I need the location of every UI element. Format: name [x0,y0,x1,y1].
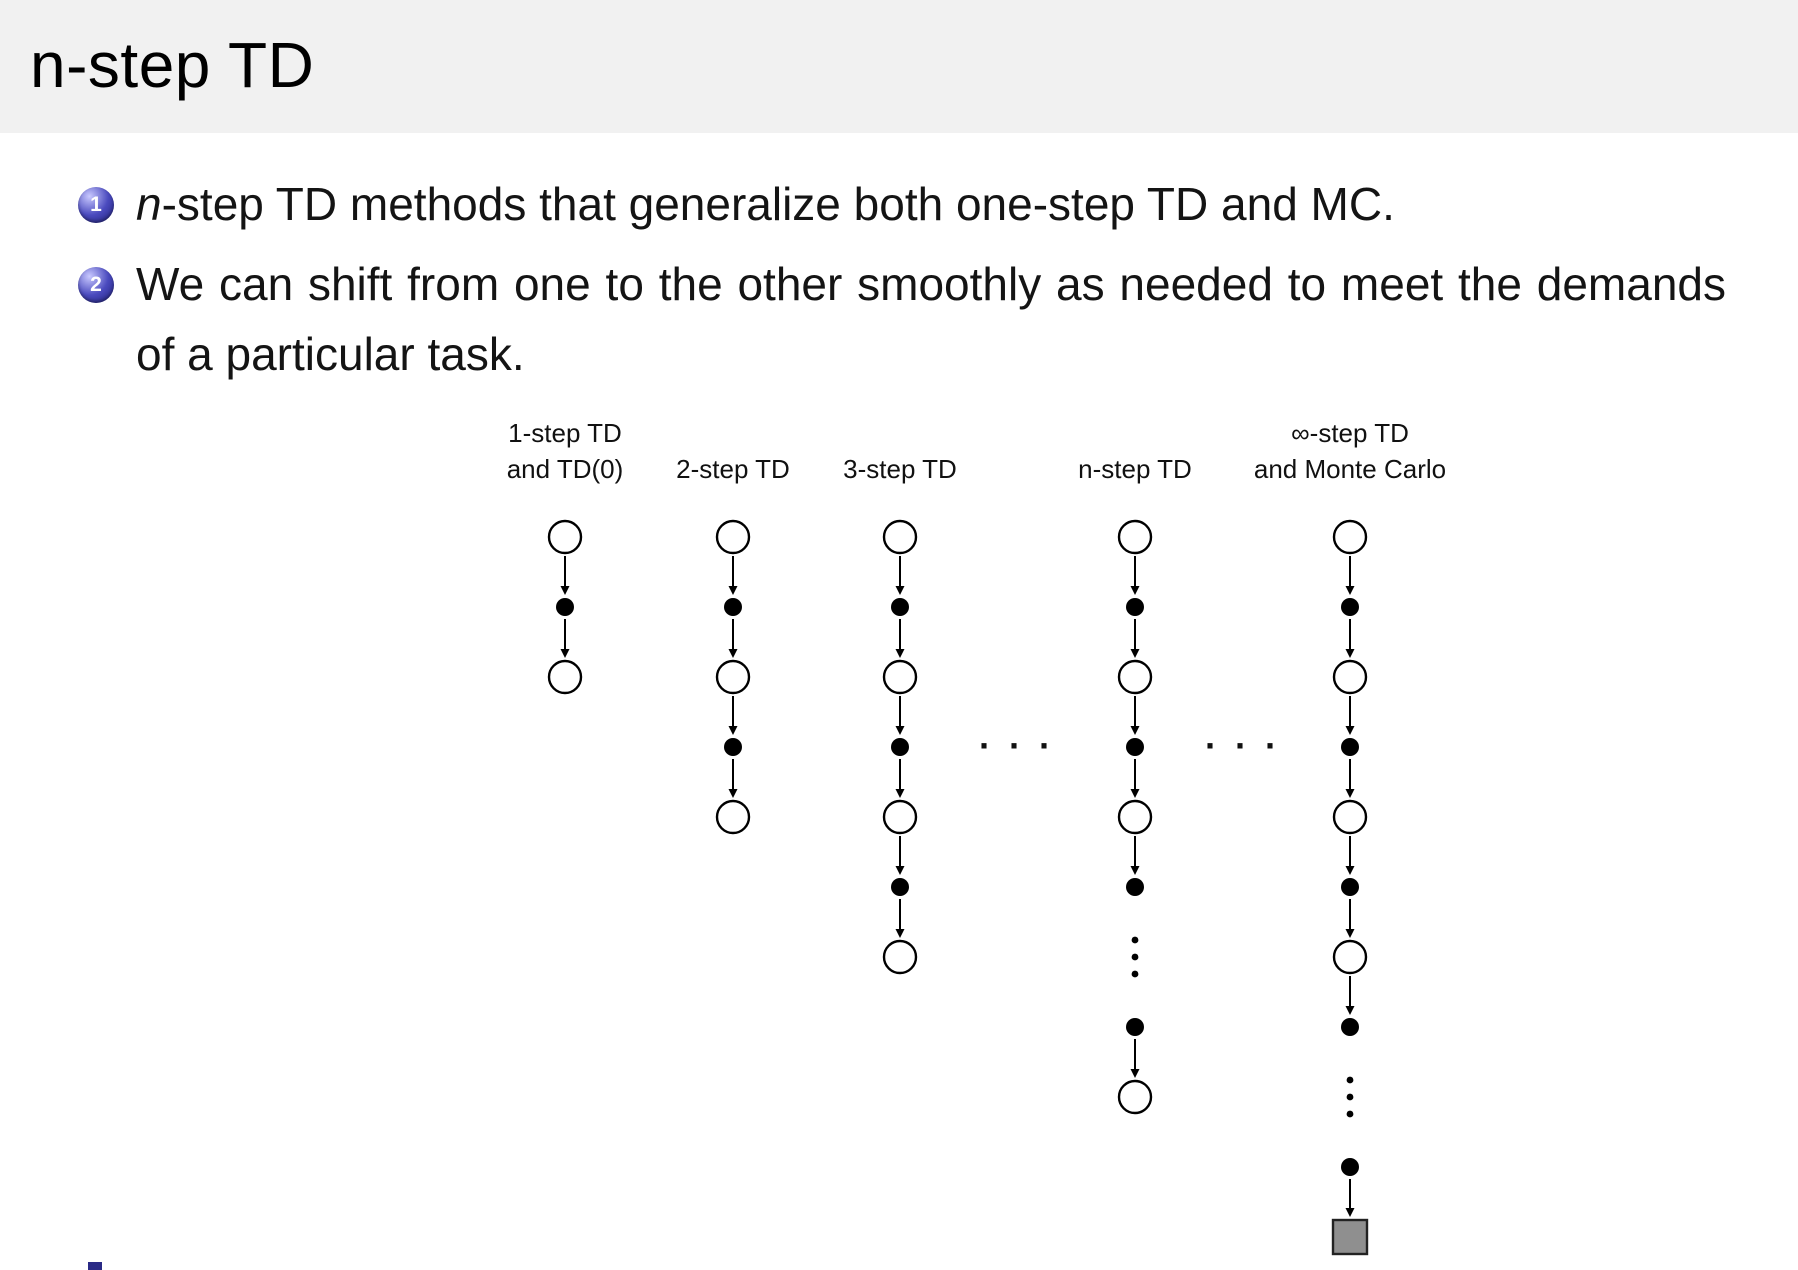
state-node [882,519,918,555]
column-label: 2-step TD [676,454,790,484]
arrow-head [895,586,905,595]
column-label: ∞-step TD [1291,418,1409,448]
vertical-ellipsis [1131,953,1139,961]
state-node [1117,1079,1153,1115]
column-label: and Monte Carlo [1254,454,1446,484]
backup-diagram: 1-step TD and TD(0) 2-step TD 3-step TD n-st… [507,418,1446,1256]
arrow-head [1345,1208,1355,1217]
arrow-head [1345,726,1355,735]
state-node [882,799,918,835]
vertical-ellipsis [1346,1110,1354,1118]
arrow-head [560,649,570,658]
action-node [891,878,909,896]
arrow-head [1345,866,1355,875]
column-label: and TD(0) [507,454,624,484]
action-node [1341,738,1359,756]
state-node [1332,659,1368,695]
state-node [715,519,751,555]
vertical-ellipsis [1131,970,1139,978]
italic-lead: n [136,178,162,230]
arrow-head [1345,1006,1355,1015]
arrow-head [1130,586,1140,595]
arrow-head [728,649,738,658]
bullet-item: 1 n-step TD methods that generalize both… [78,170,1768,240]
action-node [724,738,742,756]
ellipsis-separator: · · · [1205,725,1281,766]
arrow-head [895,649,905,658]
state-node [1117,519,1153,555]
column-label: 1-step TD [508,418,622,448]
state-node [547,519,583,555]
bullet-text-body: We can shift from one to the other smoot… [136,257,1726,380]
arrow-head [1345,789,1355,798]
state-node [715,659,751,695]
bullet-text: n-step TD methods that generalize both o… [136,170,1726,240]
action-node [1126,738,1144,756]
arrow-head [1130,866,1140,875]
arrow-head [1130,1069,1140,1078]
bullet-text: We can shift from one to the other smoot… [136,250,1726,390]
arrow-head [1345,929,1355,938]
state-node [1332,939,1368,975]
arrow-head [895,866,905,875]
column-label: n-step TD [1078,454,1192,484]
bullet-text-body: -step TD methods that generalize both on… [161,178,1395,230]
arrow-head [1130,649,1140,658]
enumeration-badge: 1 [78,187,114,223]
bullet-item: 2 We can shift from one to the other smo… [78,250,1768,390]
terminal-node [1331,1218,1369,1256]
arrow-head [1130,726,1140,735]
action-node [1126,598,1144,616]
state-node [1332,799,1368,835]
state-node [1117,799,1153,835]
state-node [1332,519,1368,555]
action-node [891,738,909,756]
action-node [1341,878,1359,896]
arrow-head [895,789,905,798]
vertical-ellipsis [1346,1093,1354,1101]
footer-accent [88,1262,102,1270]
vertical-ellipsis [1346,1076,1354,1084]
action-node [1341,1158,1359,1176]
arrow-head [728,726,738,735]
column-label: 3-step TD [843,454,957,484]
action-node [1341,1018,1359,1036]
ellipsis-separator: · · · [979,725,1055,766]
action-node [891,598,909,616]
arrow-head [728,789,738,798]
bullet-list: 1 n-step TD methods that generalize both… [78,170,1768,400]
action-node [1126,1018,1144,1036]
arrow-head [895,726,905,735]
arrow-head [728,586,738,595]
arrow-head [1130,789,1140,798]
page-title: n-step TD [30,29,315,101]
arrow-head [1345,586,1355,595]
slide-header: n-step TD [0,0,1798,133]
state-node [547,659,583,695]
action-node [1126,878,1144,896]
arrow-head [895,929,905,938]
state-node [882,939,918,975]
state-node [1117,659,1153,695]
arrow-head [560,586,570,595]
action-node [1341,598,1359,616]
arrow-head [1345,649,1355,658]
state-node [715,799,751,835]
action-node [556,598,574,616]
enumeration-badge: 2 [78,266,114,303]
action-node [724,598,742,616]
state-node [882,659,918,695]
vertical-ellipsis [1131,936,1139,944]
